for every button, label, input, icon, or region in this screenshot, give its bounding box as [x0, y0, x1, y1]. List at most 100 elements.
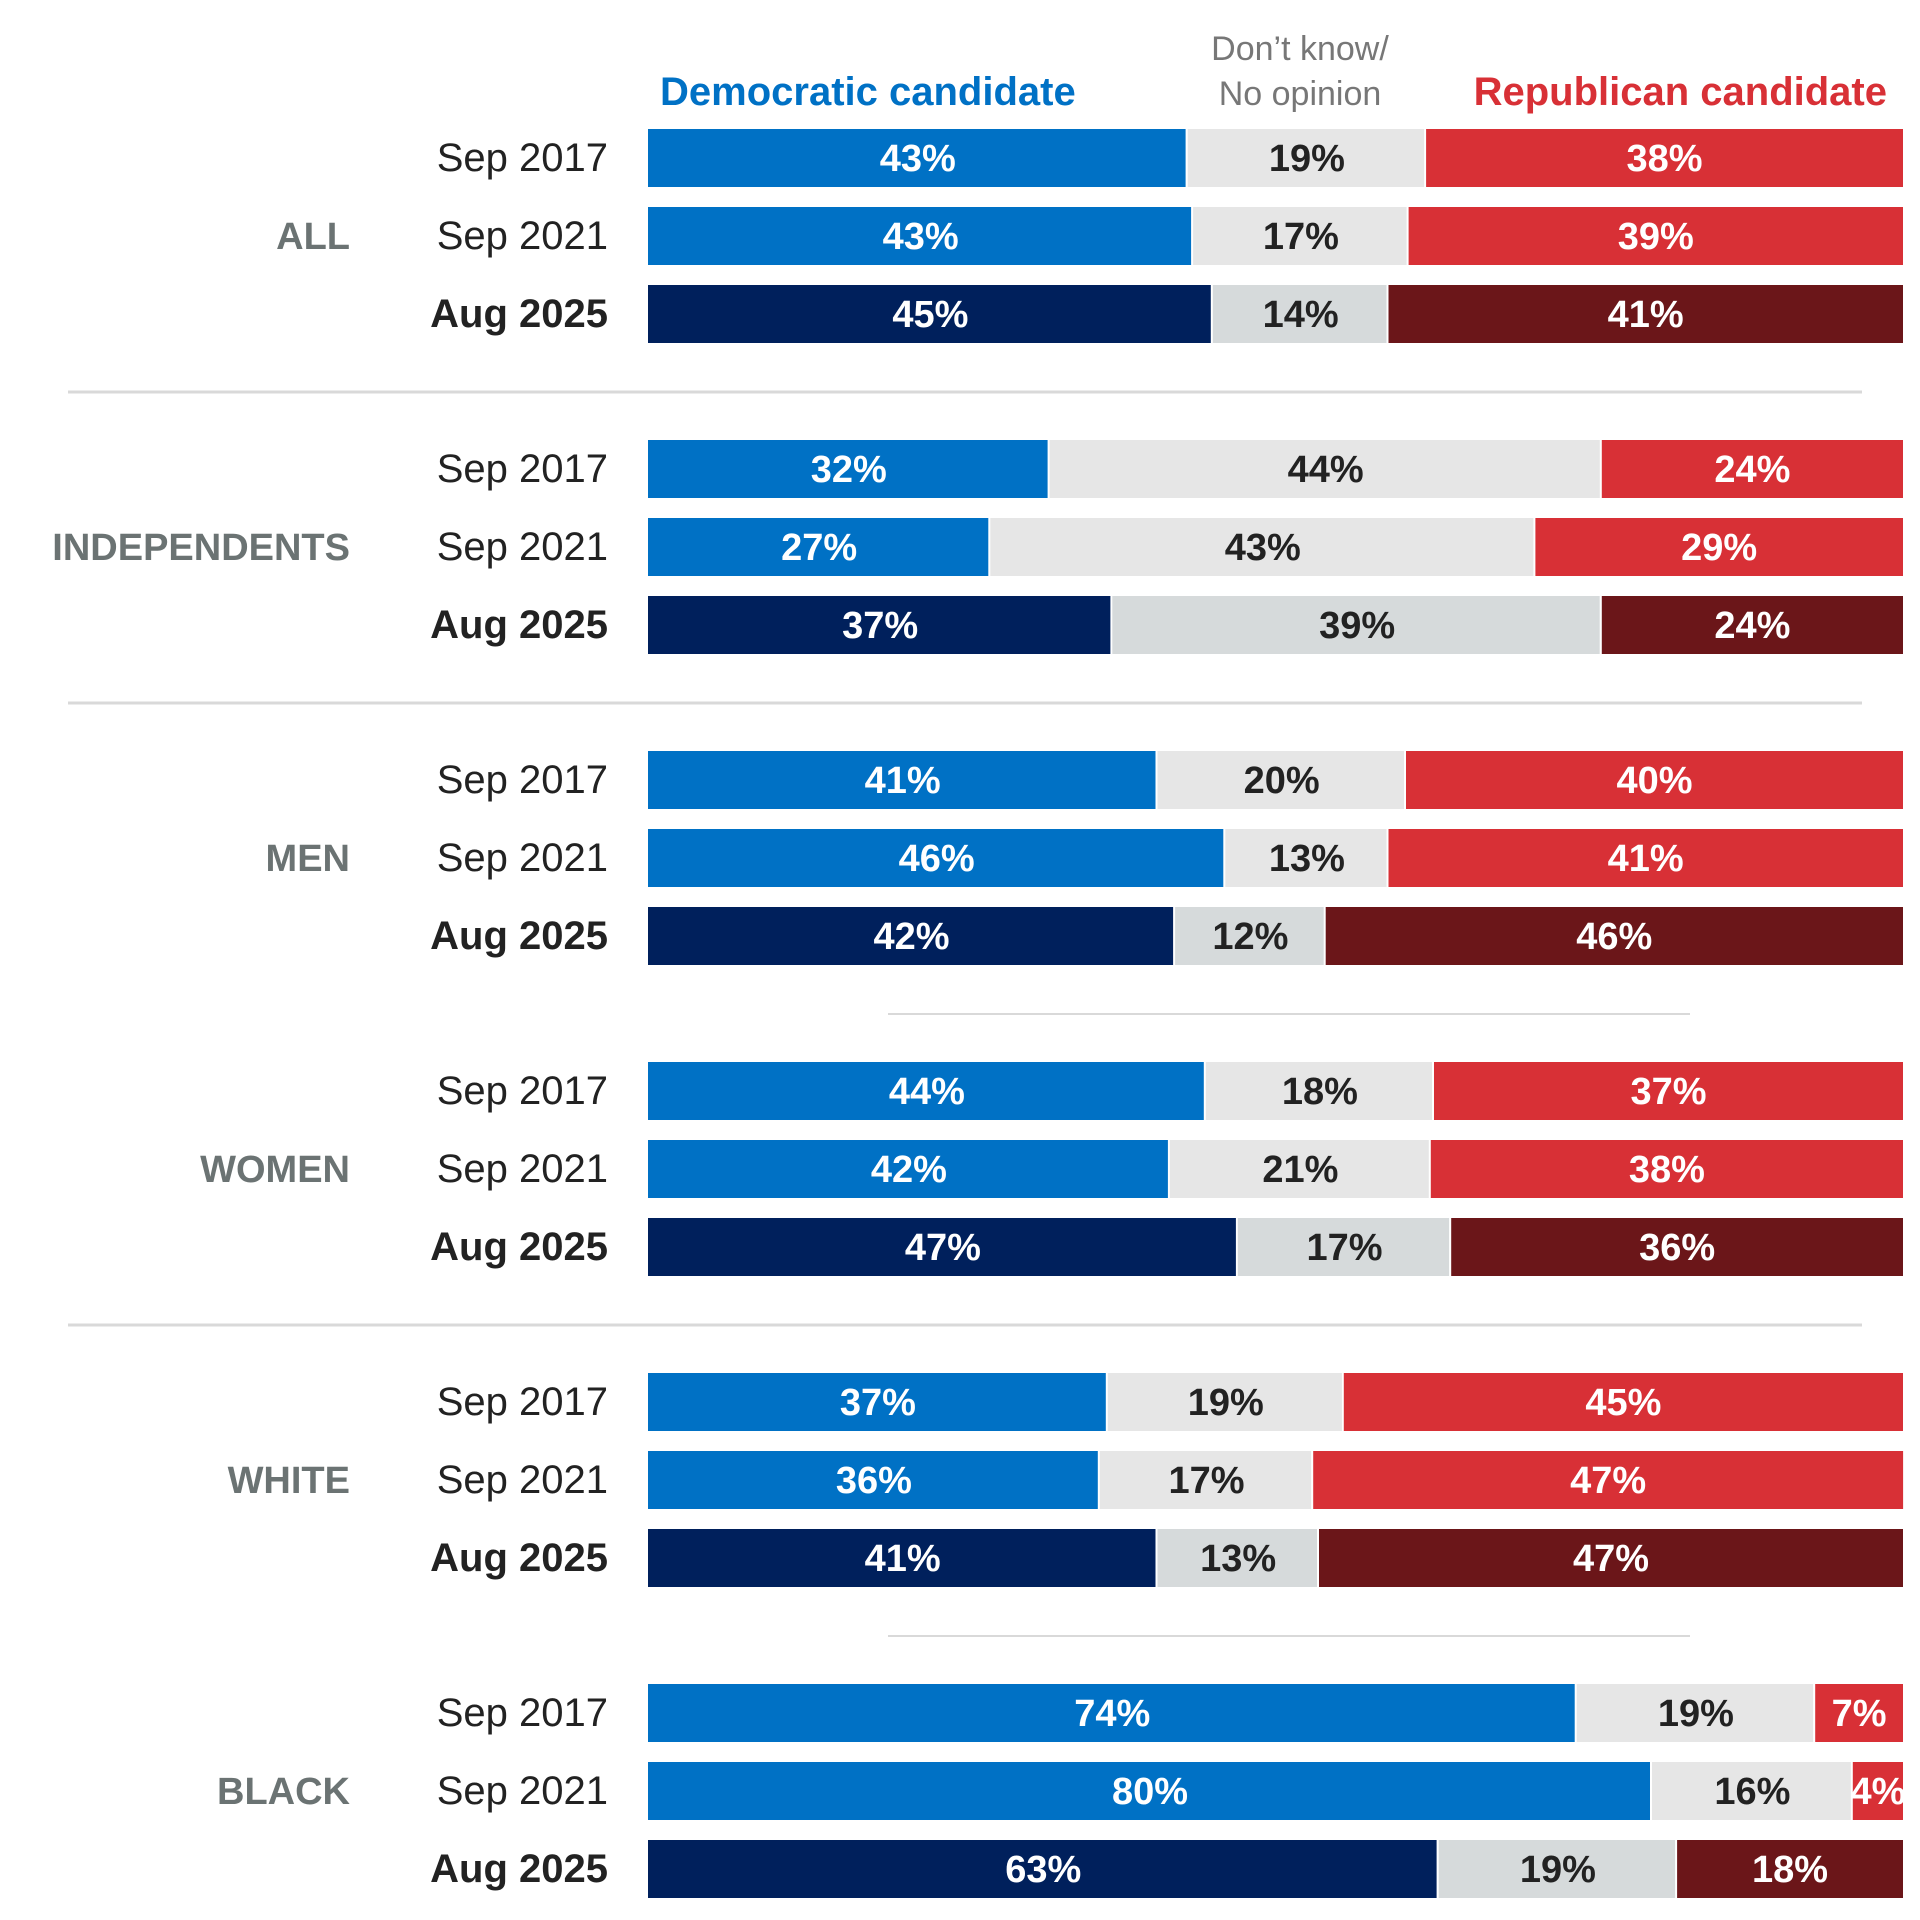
period-label-white-sep-2021: Sep 2021: [437, 1458, 608, 1502]
period-label-women-sep-2017: Sep 2017: [437, 1069, 608, 1113]
bar-dem-white-sep-2021: [648, 1451, 1098, 1509]
bar-rep-black-sep-2021: [1852, 1762, 1903, 1820]
bar-dk-white-sep-2017: [1107, 1373, 1342, 1431]
value-label-dem-independents-aug-2025: 37%: [842, 605, 918, 647]
bar-rep-white-aug-2025: [1319, 1529, 1903, 1587]
bar-dk-black-sep-2021: [1652, 1762, 1851, 1820]
value-label-dem-all-sep-2021: 43%: [883, 216, 959, 258]
bar-dem-women-sep-2021: [648, 1140, 1168, 1198]
value-label-dk-all-sep-2021: 17%: [1263, 216, 1339, 258]
bar-rep-women-sep-2021: [1430, 1140, 1903, 1198]
bar-dem-men-sep-2017: [648, 751, 1156, 809]
bar-dk-men-sep-2021: [1225, 829, 1387, 887]
value-label-rep-all-sep-2021: 39%: [1618, 216, 1694, 258]
bar-dem-white-aug-2025: [648, 1529, 1156, 1587]
bar-rep-all-aug-2025: [1388, 285, 1903, 343]
value-label-dk-independents-sep-2021: 43%: [1225, 527, 1301, 569]
bar-rep-women-aug-2025: [1451, 1218, 1903, 1276]
period-label-all-sep-2021: Sep 2021: [437, 214, 608, 258]
value-label-dem-white-sep-2017: 37%: [840, 1382, 916, 1424]
bar-rep-black-aug-2025: [1677, 1840, 1903, 1898]
bar-rep-men-aug-2025: [1325, 907, 1903, 965]
value-label-rep-women-sep-2017: 37%: [1630, 1071, 1706, 1113]
value-label-rep-men-sep-2021: 41%: [1608, 838, 1684, 880]
value-label-dem-black-aug-2025: 63%: [1005, 1849, 1081, 1891]
bar-dk-women-sep-2021: [1169, 1140, 1429, 1198]
bar-dk-women-aug-2025: [1237, 1218, 1450, 1276]
legend-dont-know-line2: No opinion: [1219, 75, 1382, 113]
value-label-rep-women-sep-2021: 38%: [1629, 1149, 1705, 1191]
bar-dk-black-sep-2017: [1576, 1684, 1814, 1742]
value-label-dem-independents-sep-2021: 27%: [781, 527, 857, 569]
period-label-women-aug-2025: Aug 2025: [430, 1225, 608, 1269]
bar-rep-white-sep-2017: [1343, 1373, 1903, 1431]
bar-dk-all-sep-2021: [1193, 207, 1407, 265]
bar-dem-white-sep-2017: [648, 1373, 1106, 1431]
group-label-white: WHITE: [228, 1460, 350, 1502]
value-label-rep-men-sep-2017: 40%: [1616, 760, 1692, 802]
period-label-men-aug-2025: Aug 2025: [430, 914, 608, 958]
value-label-dem-all-sep-2017: 43%: [880, 138, 956, 180]
value-label-dem-black-sep-2017: 74%: [1074, 1693, 1150, 1735]
legend-democratic: Democratic candidate: [660, 70, 1076, 114]
value-label-dk-independents-aug-2025: 39%: [1319, 605, 1395, 647]
bar-dem-black-aug-2025: [648, 1840, 1437, 1898]
bar-dk-men-sep-2017: [1157, 751, 1404, 809]
legend: Democratic candidate Don’t know/ No opin…: [660, 30, 1887, 114]
bar-dk-independents-sep-2017: [1049, 440, 1600, 498]
value-label-dem-men-sep-2017: 41%: [865, 760, 941, 802]
value-label-dem-men-aug-2025: 42%: [873, 916, 949, 958]
value-label-dem-black-sep-2021: 80%: [1112, 1771, 1188, 1813]
group-label-independents: INDEPENDENTS: [52, 527, 350, 569]
period-label-independents-sep-2017: Sep 2017: [437, 447, 608, 491]
value-label-rep-all-aug-2025: 41%: [1608, 294, 1684, 336]
value-label-dk-white-aug-2025: 13%: [1200, 1538, 1276, 1580]
value-label-dk-white-sep-2017: 19%: [1188, 1382, 1264, 1424]
value-label-dk-men-sep-2021: 13%: [1269, 838, 1345, 880]
bar-rep-independents-sep-2021: [1535, 518, 1903, 576]
value-label-rep-women-aug-2025: 36%: [1639, 1227, 1715, 1269]
bar-dk-black-aug-2025: [1438, 1840, 1676, 1898]
bar-dk-men-aug-2025: [1175, 907, 1324, 965]
value-label-dem-all-aug-2025: 45%: [892, 294, 968, 336]
period-label-white-sep-2017: Sep 2017: [437, 1380, 608, 1424]
bar-dem-women-sep-2017: [648, 1062, 1204, 1120]
bar-rep-women-sep-2017: [1434, 1062, 1903, 1120]
value-label-dem-women-sep-2017: 44%: [889, 1071, 965, 1113]
value-label-dem-white-sep-2021: 36%: [836, 1460, 912, 1502]
bar-dem-independents-sep-2017: [648, 440, 1048, 498]
period-label-men-sep-2017: Sep 2017: [437, 758, 608, 802]
bar-dem-all-aug-2025: [648, 285, 1211, 343]
group-label-women: WOMEN: [200, 1149, 350, 1191]
period-label-white-aug-2025: Aug 2025: [430, 1536, 608, 1580]
period-label-all-aug-2025: Aug 2025: [430, 292, 608, 336]
bar-dk-independents-sep-2021: [990, 518, 1534, 576]
period-label-black-sep-2017: Sep 2017: [437, 1691, 608, 1735]
value-label-dk-men-aug-2025: 12%: [1212, 916, 1288, 958]
value-label-dk-white-sep-2021: 17%: [1168, 1460, 1244, 1502]
period-label-all-sep-2017: Sep 2017: [437, 136, 608, 180]
value-label-rep-black-aug-2025: 18%: [1752, 1849, 1828, 1891]
value-label-dk-men-sep-2017: 20%: [1244, 760, 1320, 802]
value-label-rep-white-sep-2021: 47%: [1570, 1460, 1646, 1502]
plot-area: ALL Sep 2017 43% 19% 38% Sep 2021 43% 17% 39% Aug…: [52, 129, 1905, 1898]
bar-dk-all-aug-2025: [1212, 285, 1387, 343]
value-label-dem-women-sep-2021: 42%: [871, 1149, 947, 1191]
bar-dk-white-aug-2025: [1157, 1529, 1317, 1587]
bar-rep-independents-sep-2017: [1601, 440, 1903, 498]
value-label-rep-independents-sep-2021: 29%: [1681, 527, 1757, 569]
value-label-rep-black-sep-2021: 4%: [1850, 1771, 1905, 1813]
value-label-rep-white-aug-2025: 47%: [1573, 1538, 1649, 1580]
value-label-rep-men-aug-2025: 46%: [1576, 916, 1652, 958]
value-label-dk-black-sep-2017: 19%: [1658, 1693, 1734, 1735]
period-label-independents-sep-2021: Sep 2021: [437, 525, 608, 569]
legend-republican: Republican candidate: [1474, 70, 1887, 114]
bar-rep-black-sep-2017: [1815, 1684, 1903, 1742]
value-label-rep-all-sep-2017: 38%: [1626, 138, 1702, 180]
bar-rep-men-sep-2021: [1388, 829, 1903, 887]
value-label-dk-black-sep-2021: 16%: [1714, 1771, 1790, 1813]
period-label-black-sep-2021: Sep 2021: [437, 1769, 608, 1813]
bar-dem-all-sep-2017: [648, 129, 1186, 187]
legend-dont-know-line1: Don’t know/: [1211, 30, 1389, 68]
